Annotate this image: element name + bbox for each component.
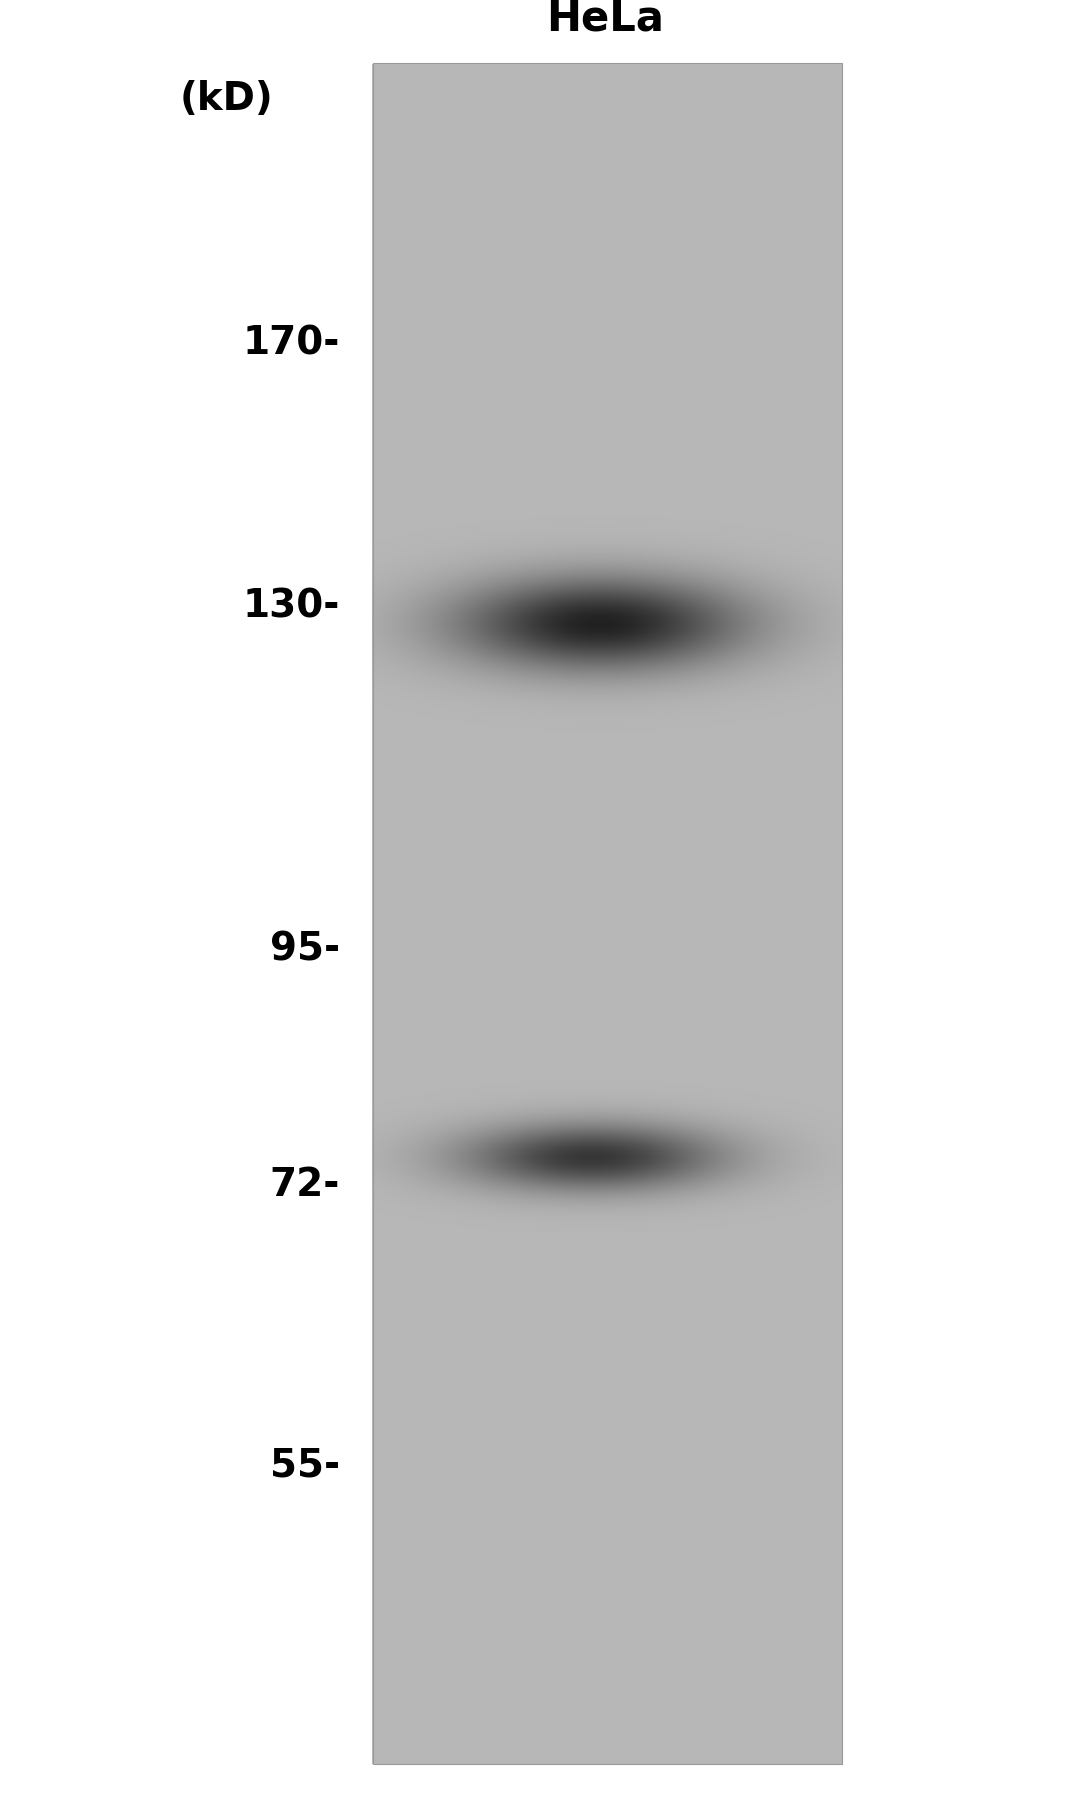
Bar [373, 63, 842, 1764]
Text: 130-: 130- [243, 586, 340, 626]
Text: (kD): (kD) [180, 80, 273, 119]
Text: 170-: 170- [243, 324, 340, 364]
Text: 72-: 72- [270, 1165, 340, 1205]
Text: HeLa: HeLa [545, 0, 664, 40]
Text: 95-: 95- [270, 930, 340, 970]
Text: 55-: 55- [270, 1445, 340, 1485]
